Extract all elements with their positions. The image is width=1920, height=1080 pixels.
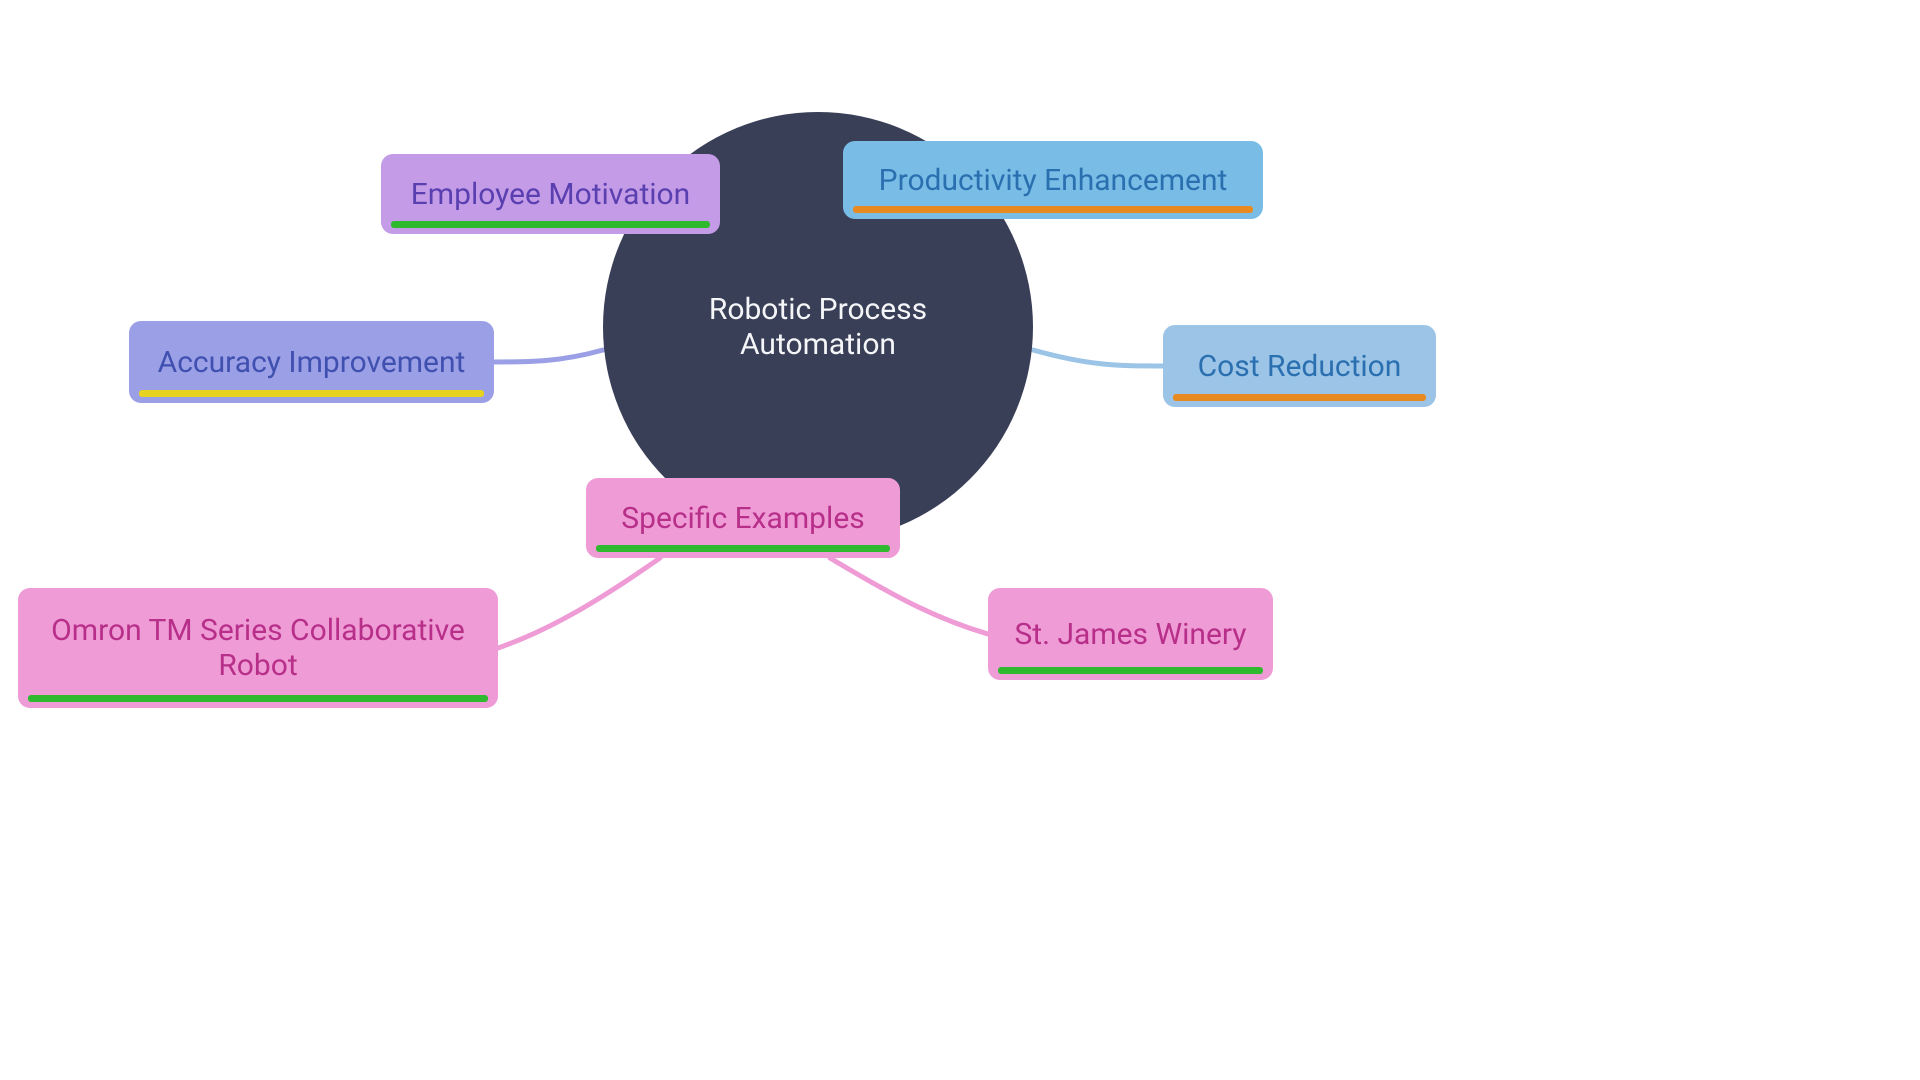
node-specific-examples: Specific Examples [586, 478, 900, 558]
node-label: Omron TM Series Collaborative Robot [36, 613, 480, 683]
node-underline [139, 390, 484, 397]
node-label: Accuracy Improvement [158, 345, 466, 380]
node-underline [28, 695, 488, 702]
node-label: St. James Winery [1014, 617, 1246, 652]
node-underline [596, 545, 890, 552]
center-label: Robotic Process Automation [633, 292, 1003, 362]
node-label: Productivity Enhancement [879, 163, 1228, 198]
node-underline [1173, 394, 1426, 401]
node-underline [998, 667, 1263, 674]
node-productivity-enhancement: Productivity Enhancement [843, 141, 1263, 219]
node-st-james-winery: St. James Winery [988, 588, 1273, 680]
node-omron-robot: Omron TM Series Collaborative Robot [18, 588, 498, 708]
node-accuracy-improvement: Accuracy Improvement [129, 321, 494, 403]
node-label: Cost Reduction [1198, 349, 1402, 384]
node-employee-motivation: Employee Motivation [381, 154, 720, 234]
node-cost-reduction: Cost Reduction [1163, 325, 1436, 407]
node-label: Employee Motivation [411, 177, 690, 212]
node-label: Specific Examples [621, 501, 864, 536]
node-underline [853, 206, 1253, 213]
mindmap-canvas: Robotic Process Automation Employee Moti… [0, 0, 1920, 1080]
node-underline [391, 221, 710, 228]
